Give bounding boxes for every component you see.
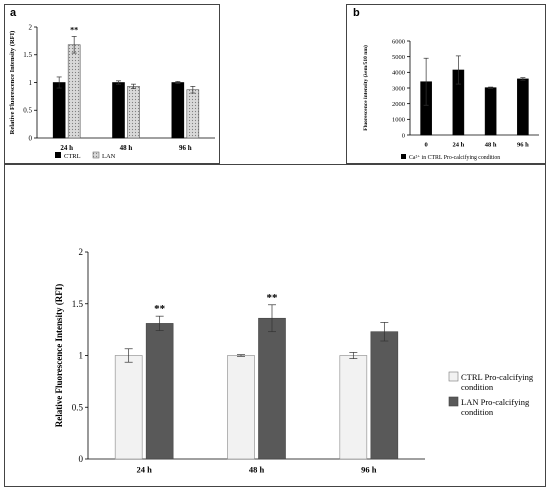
chart-b-legend-swatch (401, 154, 406, 159)
chart-b-category-label: 96 h (517, 142, 529, 149)
chart-c-bar (227, 355, 255, 460)
chart-a-y-tick-label: 0 (29, 134, 33, 142)
chart-a-y-axis-label: Relative Fluorescence Intensity (RFI) (9, 31, 16, 135)
chart-c-y-tick-label: 1.5 (72, 299, 84, 309)
chart-c-legend-swatch (448, 371, 459, 382)
chart-a-significance-label: ** (70, 25, 78, 34)
chart-c-bar (370, 331, 399, 460)
chart-c-y-axis-label: Relative Fluorescence Intensity (RFI) (54, 284, 64, 428)
chart-c-y-tick-label: 0 (79, 454, 84, 464)
chart-c-legend-label: CTRL Pro-calcifying (461, 372, 534, 382)
chart-b-legend-label: Ca²⁺ in CTRL Pro-calcifying condition (409, 154, 500, 161)
panel-a: a 0 0.5 1 1.5 2 Relative Fluorescence Intensi… (4, 4, 220, 164)
chart-a-legend-swatch (92, 151, 100, 159)
chart-b-category-label: 0 (425, 142, 428, 149)
chart-c-legend-label-cont: condition (461, 407, 494, 417)
chart-a-y-tick-label: 1.5 (23, 51, 32, 59)
chart-b-y-axis-label: Fluorescence intensity (λem/510 nm) (362, 45, 369, 131)
panel-b: b 0 1000 2000 3000 4000 5000 6000 Fluorescence … (346, 4, 546, 164)
chart-c-bar (145, 323, 174, 460)
chart-b-y-tick-label: 4000 (392, 70, 405, 77)
chart-a-y-tick-label: 0.5 (23, 107, 32, 115)
chart-a-bar (127, 86, 140, 139)
chart-b-y-tick-label: 2000 (392, 101, 405, 108)
panel-a-letter: a (10, 7, 17, 19)
chart-b-y-tick-label: 5000 (392, 54, 405, 61)
chart-c-bar (114, 355, 143, 460)
chart-a-y-tick-label: 1 (29, 79, 33, 87)
chart-c-legend-label-cont: condition (461, 382, 494, 392)
chart-b-category-label: 48 h (485, 142, 497, 149)
chart-a-legend-swatch (55, 152, 61, 158)
chart-a-bar (186, 89, 200, 139)
chart-a-category-label: 96 h (179, 144, 192, 152)
chart-c-category-label: 24 h (136, 465, 152, 475)
chart-a-category-label: 48 h (120, 144, 133, 152)
chart-c-y-tick-label: 2 (79, 247, 84, 257)
chart-a-legend-label: CTRL (64, 153, 81, 160)
chart-c-significance-label: ** (154, 303, 166, 315)
chart-a-legend-label: LAN (102, 153, 116, 160)
chart-c-category-label: 96 h (361, 465, 377, 475)
chart-a-bar (112, 82, 125, 139)
chart-a-category-label: 24 h (60, 144, 73, 152)
chart-c-bar (258, 317, 286, 460)
chart-b-y-tick-label: 3000 (392, 85, 405, 92)
panel-b-letter: b (353, 7, 360, 19)
chart-b-y-tick-label: 0 (402, 132, 405, 139)
panel-c: 0 0.5 1 1.5 2 Relative Fluorescence Intensity… (4, 164, 546, 487)
chart-b-category-label: 24 h (453, 142, 465, 149)
chart-b: 0 1000 2000 3000 4000 5000 6000 Fluorescence in… (362, 38, 539, 161)
chart-b-bar (517, 78, 529, 136)
chart-a: 0 0.5 1 1.5 2 Relative Fluorescence Intensity… (9, 23, 215, 160)
chart-c-category-label: 48 h (249, 465, 265, 475)
chart-c-y-tick-label: 1 (79, 351, 84, 361)
chart-a-y-tick-label: 2 (29, 23, 33, 31)
chart-c-legend-swatch (448, 396, 459, 407)
chart-c-legend-label: LAN Pro-calcifying (461, 397, 530, 407)
chart-b-bar (484, 87, 497, 136)
chart-a-bar (67, 44, 81, 139)
chart-a-bar (52, 82, 66, 139)
chart-c: 0 0.5 1 1.5 2 Relative Fluorescence Intensity… (54, 247, 534, 475)
chart-b-y-tick-label: 6000 (392, 38, 405, 45)
chart-c-bar (339, 355, 368, 460)
chart-c-significance-label: ** (267, 292, 279, 304)
chart-a-bar (171, 82, 185, 139)
chart-b-y-tick-label: 1000 (392, 117, 405, 124)
chart-c-y-tick-label: 0.5 (72, 402, 84, 412)
